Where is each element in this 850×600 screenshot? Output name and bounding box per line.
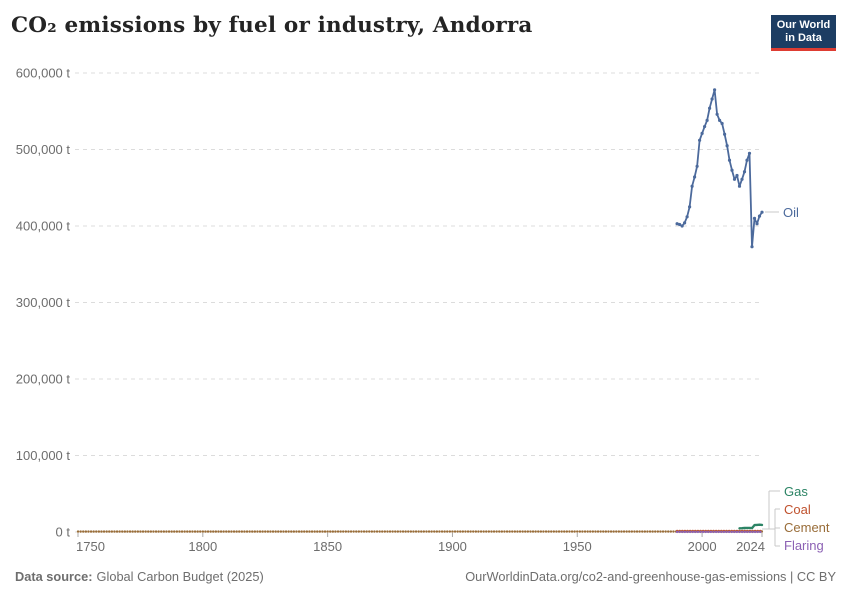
x-tick-label: 2024 <box>736 539 765 554</box>
chart-title: CO₂ emissions by fuel or industry, Andor… <box>11 13 533 38</box>
data-point-oil <box>745 158 749 162</box>
data-point-oil <box>732 177 737 181</box>
data-point-oil <box>720 121 724 126</box>
data-point-oil <box>723 132 727 136</box>
data-point-oil <box>678 222 682 227</box>
data-point-oil <box>680 224 684 228</box>
data-point-oil <box>715 112 719 116</box>
data-point-oil <box>695 164 699 168</box>
data-point-oil <box>690 184 694 188</box>
data-point-oil <box>735 173 739 178</box>
series-label-gas[interactable]: Gas <box>784 484 808 499</box>
series-line-oil <box>676 88 763 248</box>
data-point-oil <box>713 88 717 92</box>
data-source-value: Global Carbon Budget (2025) <box>96 569 264 584</box>
owid-logo-line1: Our World <box>776 18 831 31</box>
data-point-oil <box>683 221 687 225</box>
data-point-oil <box>710 97 714 101</box>
data-point-oil <box>685 215 689 219</box>
data-point-oil <box>737 184 742 188</box>
data-point-oil <box>740 177 744 181</box>
data-point-oil <box>675 222 679 226</box>
data-point-oil <box>752 216 757 220</box>
data-point-oil <box>718 118 722 122</box>
x-tick-label: 1800 <box>188 539 217 554</box>
y-tick-label: 600,000 t <box>16 66 71 81</box>
data-point-oil <box>747 151 752 155</box>
x-tick-label: 2000 <box>688 539 717 554</box>
data-point-oil <box>730 168 734 172</box>
data-point-oil <box>708 106 712 110</box>
series-line-gas <box>738 523 764 530</box>
y-tick-label: 200,000 t <box>16 372 71 387</box>
y-tick-label: 100,000 t <box>16 448 71 463</box>
data-point-oil <box>705 118 709 122</box>
data-point-oil <box>703 125 707 129</box>
y-tick-label: 400,000 t <box>16 219 71 234</box>
data-point-oil <box>727 158 732 162</box>
data-point-oil <box>688 205 692 209</box>
data-source: Data source: Global Carbon Budget (2025) <box>15 569 264 584</box>
data-point-oil <box>693 175 697 179</box>
x-tick-label: 1950 <box>563 539 592 554</box>
data-point-oil <box>742 170 747 174</box>
data-point-oil <box>760 210 764 214</box>
data-point-oil <box>725 144 729 148</box>
data-point-oil <box>755 222 759 226</box>
y-tick-label: 300,000 t <box>16 295 71 310</box>
series-label-flaring[interactable]: Flaring <box>784 538 824 553</box>
data-source-label: Data source: <box>15 569 93 584</box>
series-label-oil[interactable]: Oil <box>783 205 799 220</box>
data-point-oil <box>698 138 702 142</box>
owid-logo-line2: in Data <box>785 32 822 44</box>
owid-logo[interactable]: Our World in Data <box>771 15 836 51</box>
data-point-oil <box>750 245 754 249</box>
x-tick-label: 1750 <box>76 539 105 554</box>
x-tick-label: 1850 <box>313 539 342 554</box>
y-tick-label: 0 t <box>56 525 71 540</box>
series-label-cement[interactable]: Cement <box>784 520 830 535</box>
series-label-coal[interactable]: Coal <box>784 502 811 517</box>
credit-link[interactable]: OurWorldinData.org/co2-and-greenhouse-ga… <box>465 569 836 584</box>
data-point-oil <box>700 131 704 135</box>
x-tick-label: 1900 <box>438 539 467 554</box>
data-point-oil <box>757 214 762 218</box>
y-tick-label: 500,000 t <box>16 142 71 157</box>
